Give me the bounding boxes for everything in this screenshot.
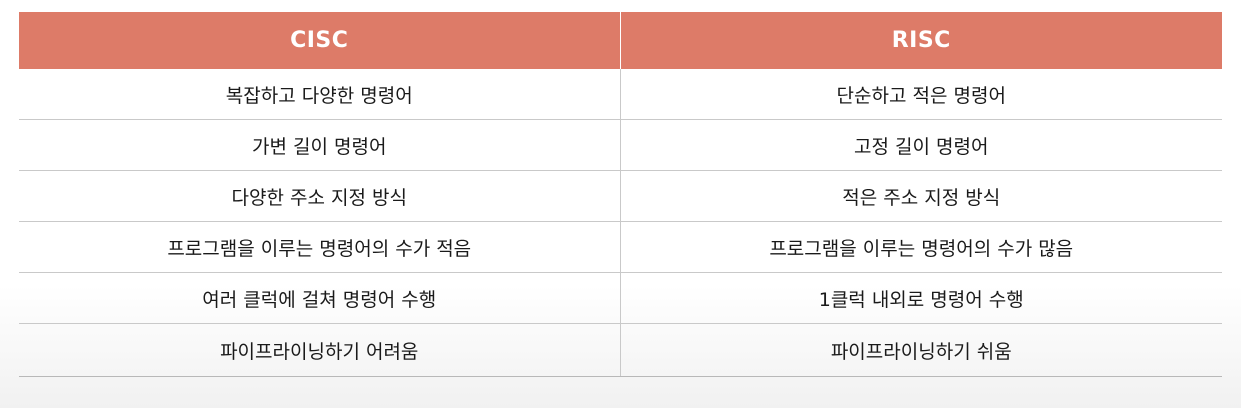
table-row: 복잡하고 다양한 명령어 단순하고 적은 명령어 xyxy=(19,69,1222,120)
risc-cell: 1클럭 내외로 명령어 수행 xyxy=(619,272,1222,324)
header-row: CISC RISC xyxy=(19,12,1222,69)
header-cisc: CISC xyxy=(19,12,620,69)
cisc-cell: 복잡하고 다양한 명령어 xyxy=(19,69,620,120)
comparison-table-container: CISC RISC 복잡하고 다양한 명령어 단순하고 적은 명령어 가변 길이… xyxy=(19,12,1222,377)
cisc-cell: 프로그램을 이루는 명령어의 수가 적음 xyxy=(19,221,620,273)
cisc-cell: 파이프라이닝하기 어려움 xyxy=(19,323,620,377)
cisc-risc-comparison-table: CISC RISC 복잡하고 다양한 명령어 단순하고 적은 명령어 가변 길이… xyxy=(19,12,1222,377)
risc-cell: 고정 길이 명령어 xyxy=(619,119,1222,171)
cisc-cell: 다양한 주소 지정 방식 xyxy=(19,170,620,222)
risc-cell: 파이프라이닝하기 쉬움 xyxy=(619,323,1222,377)
header-risc: RISC xyxy=(619,12,1222,69)
table-header: CISC RISC xyxy=(19,12,1222,69)
table-row: 여러 클럭에 걸쳐 명령어 수행 1클럭 내외로 명령어 수행 xyxy=(19,272,1222,324)
table-row: 프로그램을 이루는 명령어의 수가 적음 프로그램을 이루는 명령어의 수가 많… xyxy=(19,221,1222,273)
table-row: 가변 길이 명령어 고정 길이 명령어 xyxy=(19,119,1222,171)
risc-cell: 프로그램을 이루는 명령어의 수가 많음 xyxy=(619,221,1222,273)
table-body: 복잡하고 다양한 명령어 단순하고 적은 명령어 가변 길이 명령어 고정 길이… xyxy=(19,69,1222,377)
table-row: 파이프라이닝하기 어려움 파이프라이닝하기 쉬움 xyxy=(19,323,1222,377)
cisc-cell: 여러 클럭에 걸쳐 명령어 수행 xyxy=(19,272,620,324)
table-row: 다양한 주소 지정 방식 적은 주소 지정 방식 xyxy=(19,170,1222,222)
risc-cell: 적은 주소 지정 방식 xyxy=(619,170,1222,222)
cisc-cell: 가변 길이 명령어 xyxy=(19,119,620,171)
risc-cell: 단순하고 적은 명령어 xyxy=(619,69,1222,120)
